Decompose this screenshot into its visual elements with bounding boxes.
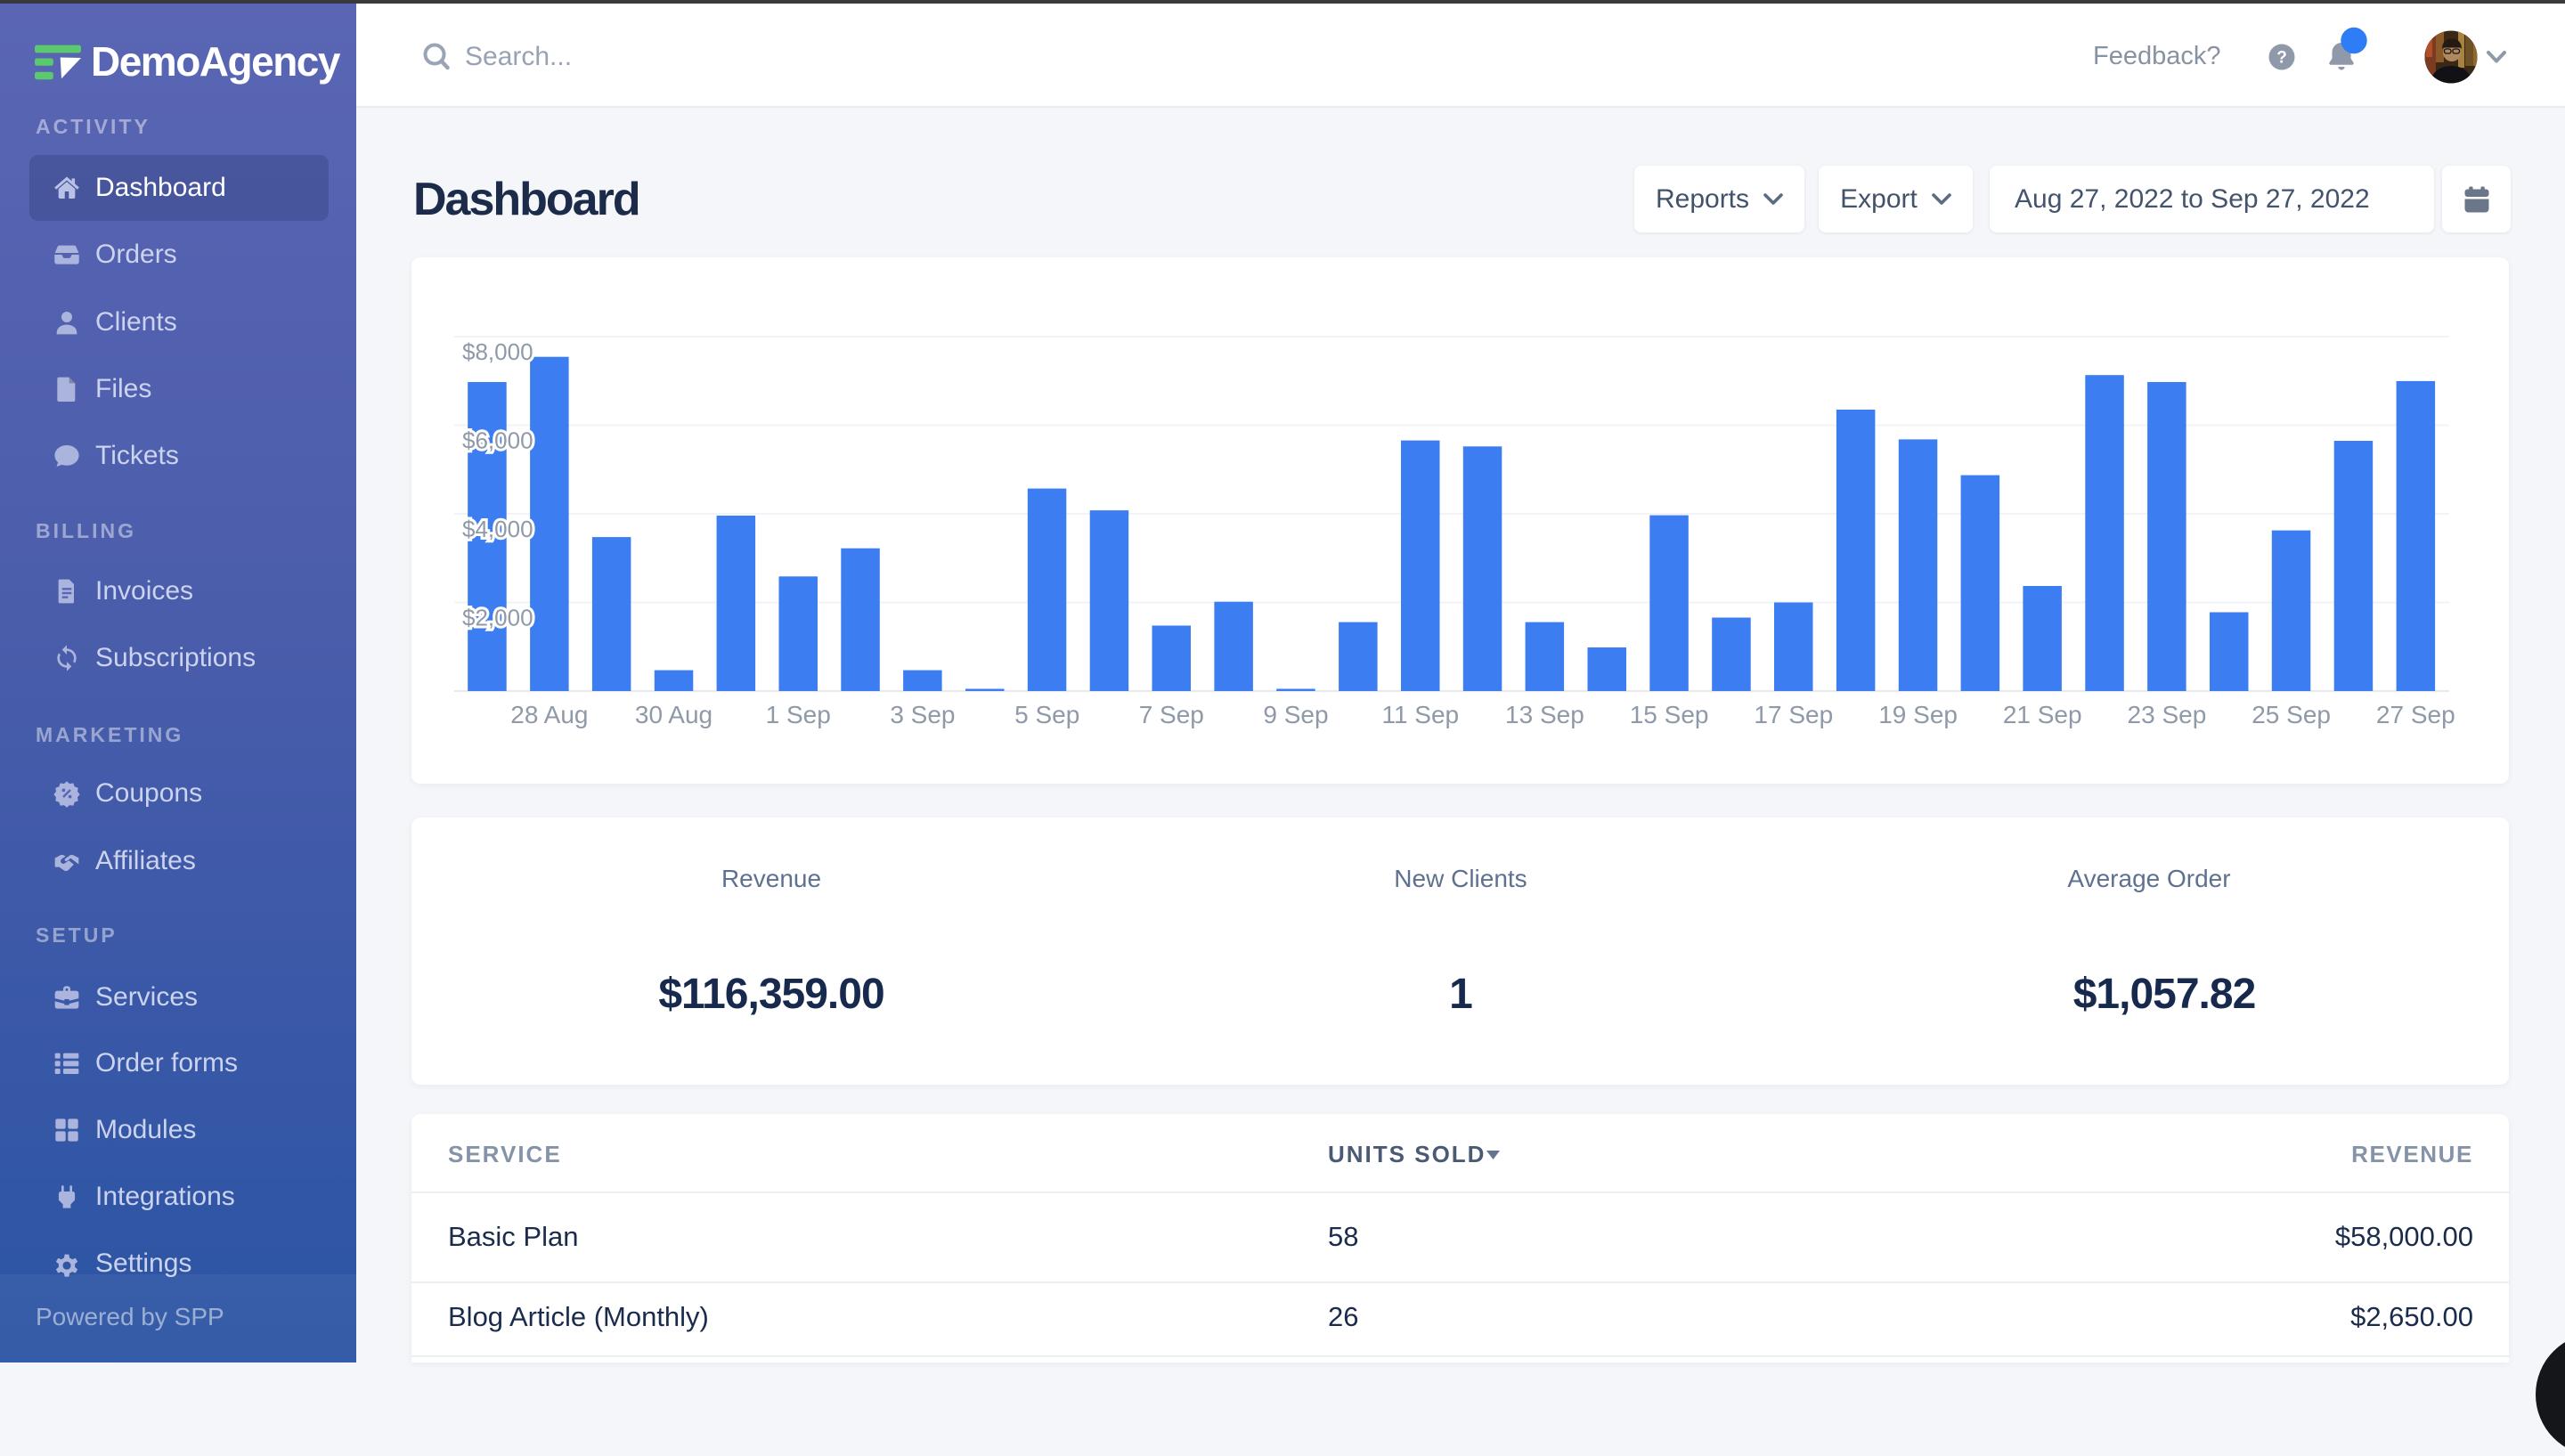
svg-text:23 Sep: 23 Sep <box>2128 701 2207 728</box>
svg-text:28 Aug: 28 Aug <box>510 701 588 728</box>
svg-text:30 Aug: 30 Aug <box>635 701 712 728</box>
svg-text:$6,000: $6,000 <box>462 427 533 454</box>
svg-text:$2,000: $2,000 <box>462 605 533 631</box>
svg-text:13 Sep: 13 Sep <box>1505 701 1584 728</box>
svg-text:?: ? <box>2276 49 2287 68</box>
svg-text:7 Sep: 7 Sep <box>1139 701 1204 728</box>
svg-text:1 Sep: 1 Sep <box>766 701 831 728</box>
svg-text:$4,000: $4,000 <box>462 516 533 542</box>
svg-text:3 Sep: 3 Sep <box>890 701 955 728</box>
svg-text:5 Sep: 5 Sep <box>1014 701 1079 728</box>
svg-text:27 Sep: 27 Sep <box>2376 701 2455 728</box>
svg-text:25 Sep: 25 Sep <box>2252 701 2331 728</box>
svg-text:9 Sep: 9 Sep <box>1263 701 1328 728</box>
svg-text:17 Sep: 17 Sep <box>1754 701 1833 728</box>
svg-text:11 Sep: 11 Sep <box>1381 701 1459 728</box>
svg-text:$8,000: $8,000 <box>462 338 533 365</box>
svg-text:15 Sep: 15 Sep <box>1630 701 1709 728</box>
svg-text:21 Sep: 21 Sep <box>2003 701 2082 728</box>
svg-text:19 Sep: 19 Sep <box>1878 701 1958 728</box>
